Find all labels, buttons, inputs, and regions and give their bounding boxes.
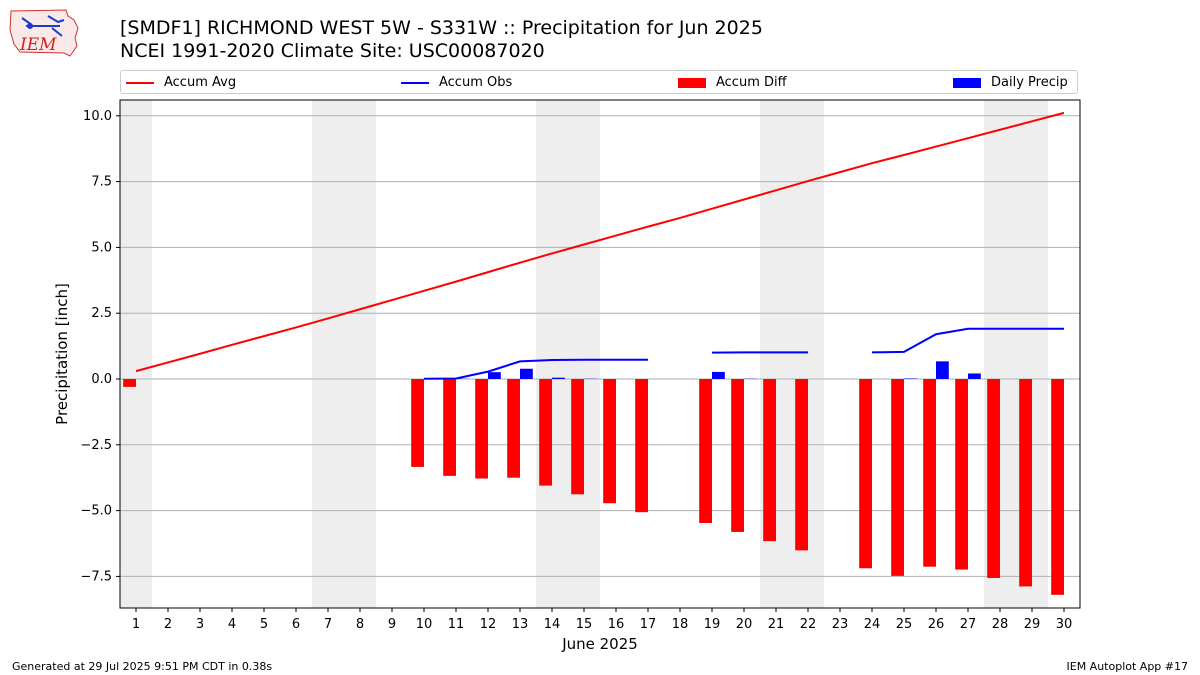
x-tick-label: 21 bbox=[768, 617, 785, 632]
x-tick-label: 13 bbox=[512, 617, 529, 632]
accum-diff-bar bbox=[955, 379, 968, 570]
legend-label-accum-diff: Accum Diff bbox=[716, 75, 787, 90]
y-tick-label: −7.5 bbox=[80, 569, 112, 584]
accum-diff-bar bbox=[443, 379, 456, 476]
x-tick-label: 11 bbox=[448, 617, 465, 632]
x-tick-label: 20 bbox=[736, 617, 753, 632]
accum-diff-bar bbox=[763, 379, 776, 542]
x-tick-label: 22 bbox=[800, 617, 817, 632]
y-tick-label: −5.0 bbox=[80, 504, 112, 519]
x-tick-label: 28 bbox=[992, 617, 1009, 632]
weekend-shade bbox=[536, 100, 568, 608]
accum-diff-bar bbox=[603, 379, 616, 504]
accum-diff-bar bbox=[891, 379, 904, 576]
x-tick-label: 1 bbox=[132, 617, 140, 632]
y-axis-label: Precipitation [inch] bbox=[53, 283, 71, 425]
y-tick-label: 0.0 bbox=[91, 372, 112, 387]
accum-diff-bar bbox=[1019, 379, 1032, 587]
daily-precip-bar bbox=[520, 368, 533, 380]
x-tick-label: 16 bbox=[608, 617, 625, 632]
x-axis-label: June 2025 bbox=[562, 635, 638, 653]
x-tick-label: 19 bbox=[704, 617, 721, 632]
accum-obs-line bbox=[871, 327, 1064, 354]
legend-label-accum-obs: Accum Obs bbox=[439, 75, 513, 90]
accum-diff-bar bbox=[699, 379, 712, 523]
x-tick-label: 2 bbox=[164, 617, 172, 632]
x-tick-label: 9 bbox=[388, 617, 396, 632]
legend-accum-avg: Accum Avg bbox=[126, 73, 236, 93]
legend-swatch-accum-avg bbox=[126, 81, 154, 84]
x-tick-label: 14 bbox=[544, 617, 561, 632]
daily-precip-bar bbox=[488, 372, 501, 380]
accum-avg-line bbox=[135, 111, 1065, 373]
accum-diff-bar bbox=[635, 379, 648, 513]
x-tick-label: 23 bbox=[832, 617, 849, 632]
daily-precip-bar bbox=[968, 373, 981, 380]
accum-diff-bar bbox=[475, 379, 488, 479]
accum-diff-bar bbox=[923, 379, 936, 567]
x-tick-label: 10 bbox=[416, 617, 433, 632]
weekend-shade bbox=[568, 100, 600, 608]
chart-legend: Accum Avg Accum Obs Accum Diff Daily Pre… bbox=[120, 70, 1078, 94]
daily-precip-bar bbox=[904, 378, 917, 380]
x-tick-label: 17 bbox=[640, 617, 657, 632]
accum-diff-bar bbox=[507, 379, 520, 478]
weekend-shade bbox=[344, 100, 376, 608]
svg-text:IEM: IEM bbox=[19, 35, 57, 55]
daily-precip-bar bbox=[552, 377, 565, 380]
accum-diff-bar bbox=[859, 379, 872, 569]
x-tick-label: 3 bbox=[196, 617, 204, 632]
y-tick-label: 2.5 bbox=[91, 306, 112, 321]
x-tick-label: 25 bbox=[896, 617, 913, 632]
x-tick-label: 7 bbox=[324, 617, 332, 632]
accum-diff-bar bbox=[539, 379, 552, 486]
legend-swatch-daily-precip bbox=[953, 77, 981, 88]
x-tick-label: 8 bbox=[356, 617, 364, 632]
y-tick-label: 10.0 bbox=[83, 109, 112, 124]
legend-label-daily-precip: Daily Precip bbox=[991, 75, 1068, 90]
legend-label-accum-avg: Accum Avg bbox=[164, 75, 237, 90]
accum-diff-bar bbox=[987, 379, 1000, 578]
chart-title: [SMDF1] RICHMOND WEST 5W - S331W :: Prec… bbox=[120, 17, 763, 39]
x-tick-label: 18 bbox=[672, 617, 689, 632]
legend-accum-diff: Accum Diff bbox=[678, 73, 787, 93]
accum-diff-bar bbox=[1051, 379, 1064, 595]
daily-precip-bar bbox=[712, 371, 725, 380]
x-tick-label: 15 bbox=[576, 617, 593, 632]
x-tick-label: 6 bbox=[292, 617, 300, 632]
y-tick-label: 7.5 bbox=[91, 175, 112, 190]
y-tick-label: −2.5 bbox=[80, 438, 112, 453]
x-tick-label: 12 bbox=[480, 617, 497, 632]
y-tick-label: 5.0 bbox=[91, 240, 112, 255]
x-tick-label: 26 bbox=[928, 617, 945, 632]
footer-generated: Generated at 29 Jul 2025 9:51 PM CDT in … bbox=[12, 660, 273, 673]
accum-diff-bar bbox=[731, 379, 744, 532]
weekend-shade bbox=[312, 100, 344, 608]
x-tick-label: 29 bbox=[1024, 617, 1041, 632]
x-tick-label: 30 bbox=[1056, 617, 1073, 632]
weekend-shade bbox=[120, 100, 152, 608]
x-tick-label: 27 bbox=[960, 617, 977, 632]
legend-accum-obs: Accum Obs bbox=[401, 73, 512, 93]
iem-logo: IEM bbox=[8, 6, 80, 58]
x-tick-label: 24 bbox=[864, 617, 881, 632]
plot-frame bbox=[119, 99, 1081, 609]
accum-diff-bar bbox=[123, 379, 136, 387]
chart-subtitle: NCEI 1991-2020 Climate Site: USC00087020 bbox=[120, 40, 545, 62]
accum-diff-bar bbox=[571, 379, 584, 495]
legend-daily-precip: Daily Precip bbox=[953, 73, 1068, 93]
accum-obs-line bbox=[423, 358, 648, 380]
legend-swatch-accum-obs bbox=[401, 81, 429, 84]
footer-app: IEM Autoplot App #17 bbox=[1066, 660, 1189, 673]
legend-swatch-accum-diff bbox=[678, 77, 706, 88]
daily-precip-bar bbox=[936, 361, 949, 380]
x-tick-label: 5 bbox=[260, 617, 268, 632]
accum-diff-bar bbox=[795, 379, 808, 551]
accum-diff-bar bbox=[411, 379, 424, 467]
x-tick-label: 4 bbox=[228, 617, 236, 632]
